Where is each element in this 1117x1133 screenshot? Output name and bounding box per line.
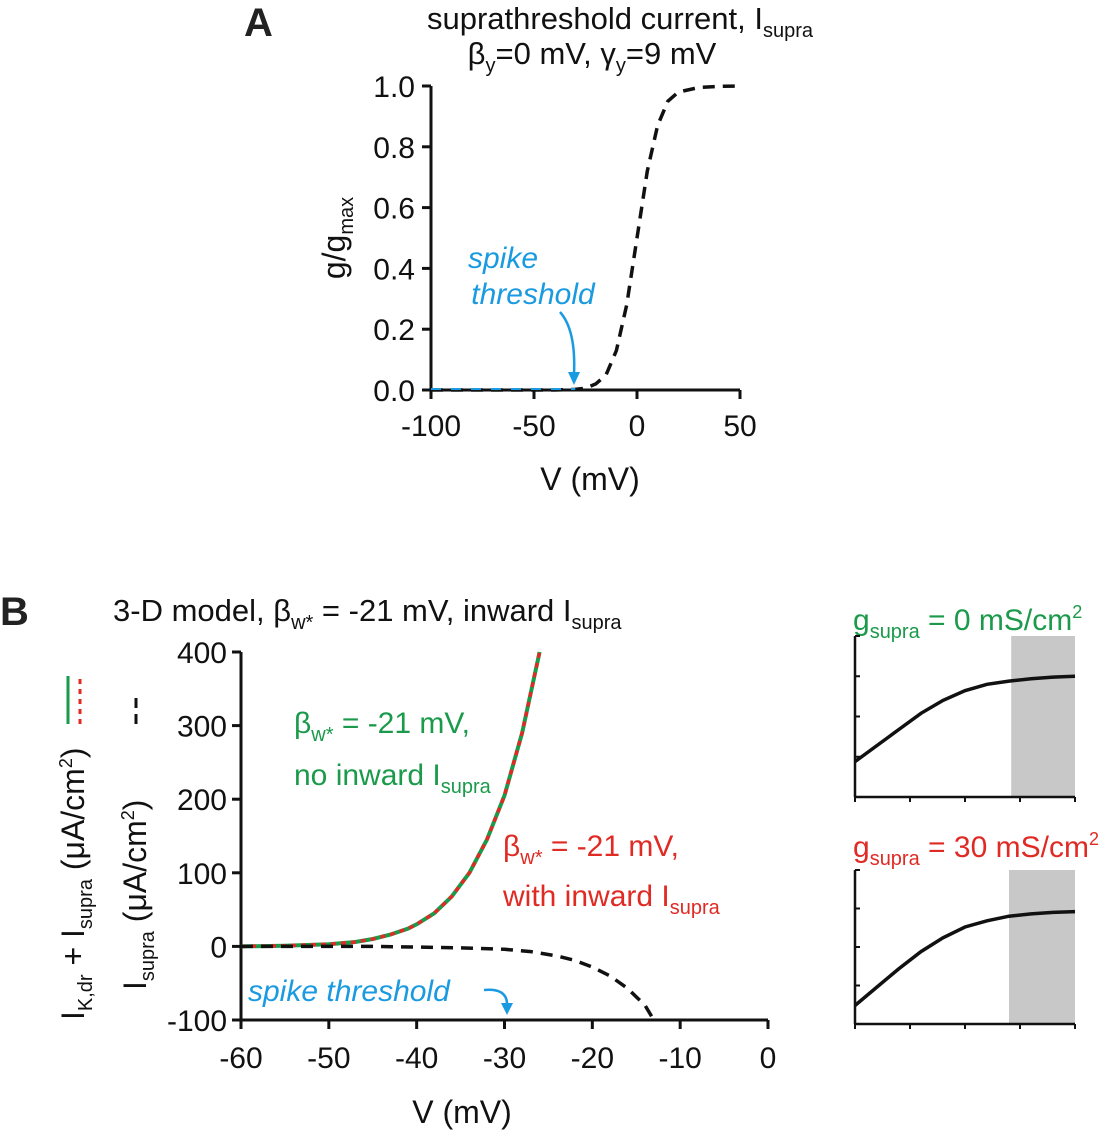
panel-a-x-tick-label: 0: [629, 410, 646, 443]
panel-b-y-label-supra: Isupra (μA/cm2): [117, 800, 159, 990]
panel-b-y-tick-label: 100: [177, 858, 227, 891]
panel-a-axes: [429, 86, 740, 392]
panel-b-green-annotation-line1: βw* = -21 mV,: [294, 707, 470, 746]
panel-a-x-label: V (mV): [540, 461, 640, 497]
panel-a-spike-arrowhead: [568, 372, 580, 385]
panel-b-x-tick-label: -50: [307, 1042, 350, 1075]
panel-b-y-tick-label: 200: [177, 784, 227, 817]
panel-a-title-line2: βy=0 mV, γy=9 mV: [468, 36, 717, 77]
panel-b-red-annotation-line1: βw* = -21 mV,: [503, 830, 679, 869]
inset-bottom-label: gsupra = 30 mS/cm2: [853, 829, 1099, 870]
panel-a-y-tick-label: 1.0: [373, 71, 415, 104]
panel-b-x-tick-label: -30: [483, 1042, 526, 1075]
panel-a-y-tick-label: 0.2: [373, 314, 415, 347]
panel-b-red-annotation-line2: with inward Isupra: [502, 880, 721, 919]
panel-b-red-dotted-curve: [240, 651, 542, 949]
panel-b-y-tick-label: -100: [167, 1005, 227, 1038]
panel-b-supra-dashed-curve: [241, 944, 656, 1021]
panel-a-y-tick-label: 0.6: [373, 193, 415, 226]
panel-b-x-tick-label: -40: [395, 1042, 438, 1075]
inset-bottom-trace: [853, 909, 1076, 1007]
panel-a-conductance-curve: [431, 84, 741, 392]
panel-b-series: [240, 651, 656, 1021]
panel-b-y-tick-label: 0: [210, 931, 227, 964]
panel-b-letter: B: [0, 590, 29, 634]
panel-b-x-tick-label: 0: [760, 1042, 777, 1075]
panel-a-letter: A: [244, 1, 273, 45]
panel-b-spike-arrowhead: [501, 1003, 513, 1015]
panel-a-ticks: -100 -50 0 50 0.0 0.2 0.4 0.6 0.8 1.0: [373, 71, 756, 443]
panel-b-spike-label: spike threshold: [248, 975, 451, 1008]
panel-b-x-tick-label: -20: [571, 1042, 614, 1075]
panel-a-y-tick-label: 0.0: [373, 375, 415, 408]
panel-b-y-tick-label: 400: [177, 637, 227, 670]
panel-b-y-label-sum: IK,dr + Isupra (μA/cm2): [55, 747, 97, 1020]
panel-b-green-curve: [240, 651, 542, 949]
panel-b-x-tick-label: -10: [658, 1042, 701, 1075]
panel-a-y-tick-label: 0.8: [373, 132, 415, 165]
panel-b-title: 3-D model, βw* = -21 mV, inward Isupra: [113, 593, 622, 634]
inset-bottom-shaded-region: [1009, 870, 1075, 1024]
inset-bottom: [853, 869, 1076, 1029]
panel-a-y-label: g/gmax: [316, 197, 358, 279]
panel-b-spike-arrow: [483, 988, 509, 1004]
panel-b-y-tick-label: 300: [177, 711, 227, 744]
inset-top-shaded-region: [1011, 636, 1075, 797]
panel-b-green-annotation-line2: no inward Isupra: [294, 759, 492, 798]
panel-a-y-tick-label: 0.4: [373, 253, 415, 286]
panel-b-x-label: V (mV): [412, 1094, 512, 1130]
inset-top-label: gsupra = 0 mS/cm2: [853, 602, 1082, 643]
panel-a-title-line1: suprathreshold current, Isupra: [427, 1, 814, 42]
panel-a-spike-label-line1: spike: [468, 242, 538, 275]
panel-a-series: [431, 84, 741, 392]
inset-top: [853, 635, 1076, 802]
panel-a-spike-label-line2: threshold: [471, 278, 596, 311]
inset-top-trace: [853, 674, 1076, 764]
panel-a-x-tick-label: -50: [512, 410, 555, 443]
panel-a-x-tick-label: -100: [401, 410, 461, 443]
panel-b-x-tick-label: -60: [219, 1042, 262, 1075]
panel-a-spike-arrow: [559, 311, 576, 375]
panel-a-x-tick-label: 50: [723, 410, 756, 443]
